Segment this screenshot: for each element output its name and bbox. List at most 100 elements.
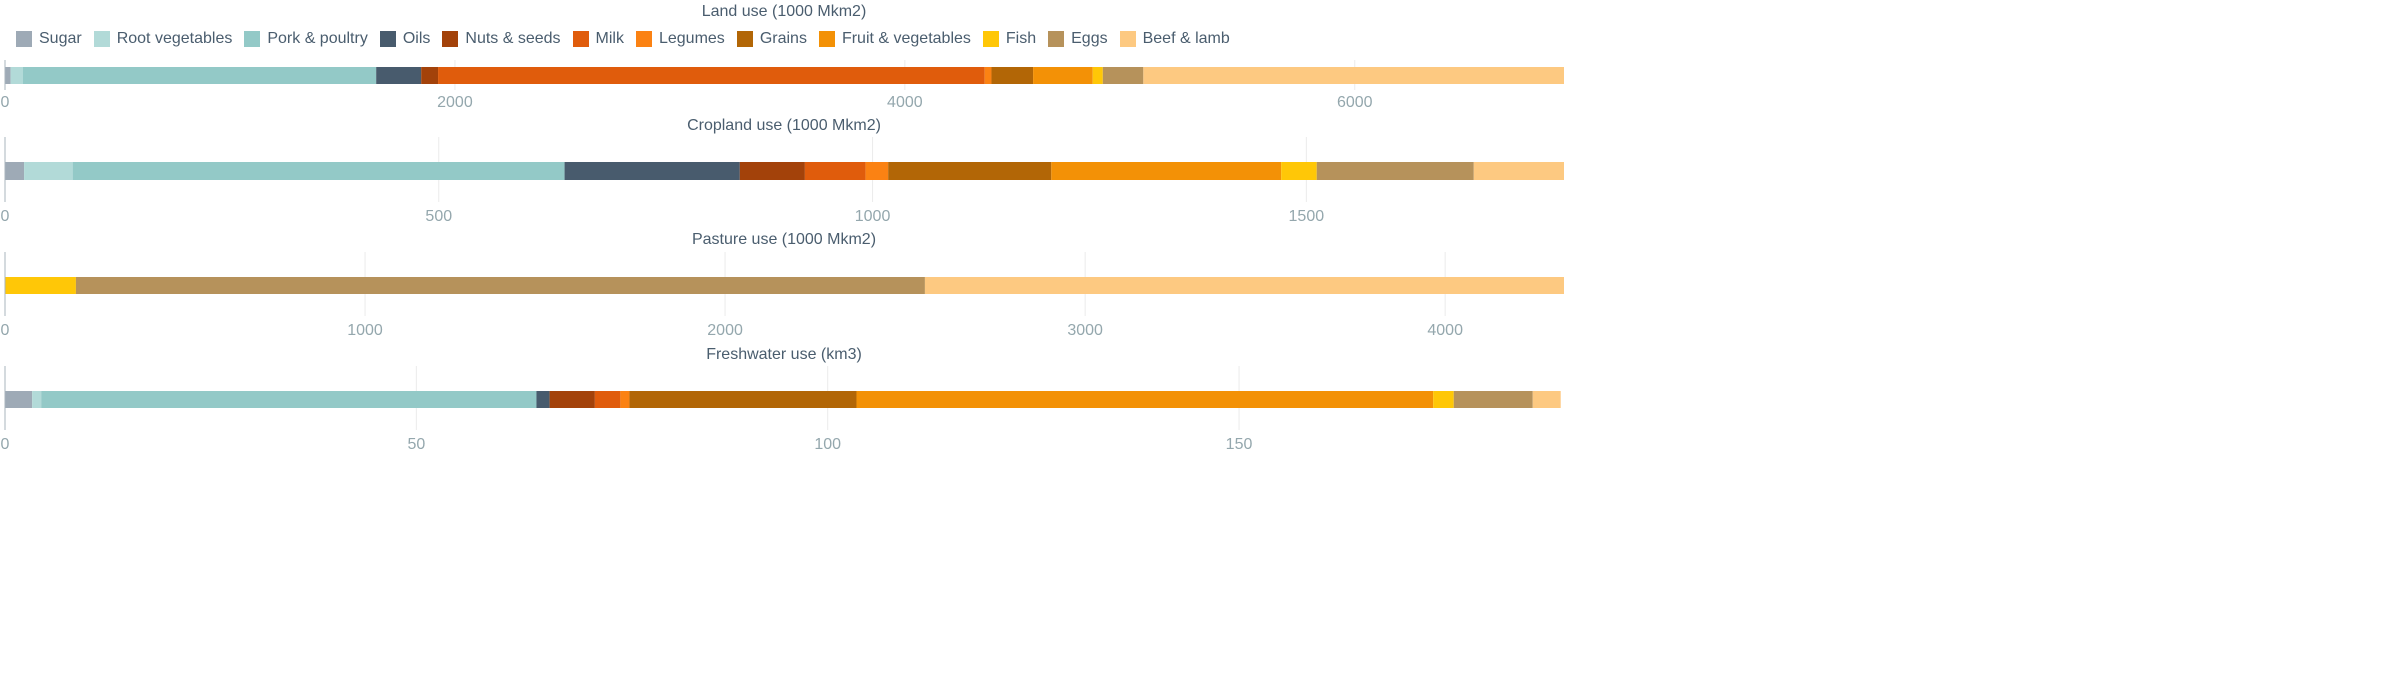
bar-segment-sugar[interactable]: Sugar: 22 <box>5 162 25 180</box>
bar-segment-fruit-and-vegetables[interactable]: Fruit & vegetables: 70.1 <box>856 391 1434 408</box>
bar-segment-oils[interactable]: Oils: 1.6 <box>536 391 550 408</box>
chart-freshwater-use-km3: Sugar: 3.3Root vegetables: 1.1Pork & pou… <box>1 346 1561 453</box>
bar-segment-sugar[interactable]: Sugar: 3.3 <box>5 391 33 408</box>
legend-item-milk[interactable]: Milk <box>572 30 624 48</box>
legend-label: Legumes <box>658 30 725 47</box>
bar-segment-beef-and-lamb[interactable]: Beef & lamb: 1775 <box>924 277 1564 294</box>
legend-item-fruit-and-vegetables[interactable]: Fruit & vegetables <box>818 30 971 48</box>
bar-segment-fish[interactable]: Fish: 41 <box>1281 162 1317 180</box>
bar-segment-root-vegetables[interactable]: Root vegetables: 55 <box>10 67 23 84</box>
bar-segment-nuts-and-seeds[interactable]: Nuts & seeds: 5.5 <box>549 391 595 408</box>
bar-segment-fish[interactable]: Fish: 45 <box>1092 67 1103 84</box>
legend-swatch <box>16 31 32 47</box>
legend-item-legumes[interactable]: Legumes <box>635 30 725 48</box>
legend-label: Milk <box>595 30 624 47</box>
tick-label: 2000 <box>437 94 473 111</box>
legend-label: Root vegetables <box>116 30 233 47</box>
legend-swatch <box>572 31 589 47</box>
legend-swatch <box>1119 31 1136 47</box>
bar-segment-root-vegetables[interactable]: Root vegetables: 1.1 <box>32 391 42 408</box>
legend-item-fish[interactable]: Fish <box>982 30 1037 48</box>
tick-label: 0 <box>1 208 10 225</box>
bar-segment-root-vegetables[interactable]: Root vegetables: 56 <box>24 162 73 180</box>
bar-segment-eggs[interactable]: Eggs: 181 <box>1316 162 1474 180</box>
legend-label: Nuts & seeds <box>465 30 561 47</box>
tick-label: 3000 <box>1067 322 1103 339</box>
chart-title: Pasture use (1000 Mkm2) <box>692 231 876 248</box>
chart-root: Sugar Root vegetables Pork & poultry Oils Nu… <box>0 0 1568 465</box>
tick-label: 1500 <box>1289 208 1325 225</box>
tick-label: 100 <box>814 436 841 453</box>
legend-swatch <box>244 31 261 47</box>
bar-segment-legumes[interactable]: Legumes: 1.1 <box>620 391 630 408</box>
tick-label: 4000 <box>1427 322 1463 339</box>
chart-land-use-1000-mkm2: Sugar: 25Root vegetables: 55Pork & poult… <box>1 3 1564 111</box>
legend-item-pork-and-poultry[interactable]: Pork & poultry <box>244 30 368 48</box>
legend-swatch <box>379 31 396 47</box>
bar-segment-grains[interactable]: Grains: 185 <box>991 67 1034 84</box>
legend-label: Sugar <box>39 30 82 47</box>
legend-item-grains[interactable]: Grains <box>736 30 807 48</box>
tick-label: 1000 <box>347 322 383 339</box>
legend-item-root-vegetables[interactable]: Root vegetables <box>93 30 233 48</box>
bar-segment-milk[interactable]: Milk: 2430 <box>438 67 985 84</box>
bar-segment-eggs[interactable]: Eggs: 180 <box>1102 67 1144 84</box>
legend-label: Eggs <box>1071 30 1108 47</box>
bar-segment-fruit-and-vegetables[interactable]: Fruit & vegetables: 265 <box>1033 67 1093 84</box>
tick-label: 0 <box>1 94 10 111</box>
legend-swatch <box>635 31 652 47</box>
legend-swatch <box>1048 31 1065 47</box>
legend-swatch <box>442 31 459 47</box>
chart-pasture-use-1000-mkm2: Fish: 197Eggs: 2358Beef & lamb: 1775 0 100… <box>1 231 1564 339</box>
bar-segment-pork-and-poultry[interactable]: Pork & poultry: 1570 <box>22 67 377 84</box>
legend-label: Grains <box>759 30 807 47</box>
legend-label: Pork & poultry <box>267 30 368 47</box>
bar-segment-fruit-and-vegetables[interactable]: Fruit & vegetables: 265 <box>1051 162 1282 180</box>
chart-cropland-use-1000-mkm2: Sugar: 22Root vegetables: 56Pork & poult… <box>1 117 1564 225</box>
tick-label: 50 <box>407 436 425 453</box>
tick-label: 0 <box>1 436 10 453</box>
tick-label: 0 <box>1 322 10 339</box>
bar-segment-milk[interactable]: Milk: 70 <box>804 162 866 180</box>
bar-segment-grains[interactable]: Grains: 188 <box>888 162 1052 180</box>
chart-title: Cropland use (1000 Mkm2) <box>687 117 881 134</box>
bar-segment-oils[interactable]: Oils: 202 <box>564 162 740 180</box>
bar-segment-legumes[interactable]: Legumes: 30 <box>984 67 992 84</box>
legend-swatch <box>93 31 110 47</box>
bar-segment-grains[interactable]: Grains: 27.6 <box>629 391 857 408</box>
bar-segment-legumes[interactable]: Legumes: 26 <box>865 162 889 180</box>
bar-segment-beef-and-lamb[interactable]: Beef & lamb: 1870 <box>1143 67 1564 84</box>
legend-swatch <box>818 31 835 47</box>
chart-title: Land use (1000 Mkm2) <box>702 3 867 20</box>
legend-label: Oils <box>402 30 431 47</box>
tick-label: 6000 <box>1337 94 1373 111</box>
bar-segment-eggs[interactable]: Eggs: 2358 <box>75 277 925 294</box>
bar-segment-beef-and-lamb[interactable]: Beef & lamb: 3.4 <box>1532 391 1561 408</box>
tick-label: 4000 <box>887 94 923 111</box>
tick-label: 150 <box>1226 436 1253 453</box>
legend-item-nuts-and-seeds[interactable]: Nuts & seeds <box>442 30 561 48</box>
tick-label: 2000 <box>707 322 743 339</box>
chart-title: Freshwater use (km3) <box>706 346 862 363</box>
bar-segment-pork-and-poultry[interactable]: Pork & poultry: 60.2 <box>41 391 537 408</box>
bar-segment-eggs[interactable]: Eggs: 9.6 <box>1453 391 1533 408</box>
bar-segment-fish[interactable]: Fish: 2.5 <box>1433 391 1454 408</box>
bar-segment-pork-and-poultry[interactable]: Pork & poultry: 567 <box>72 162 565 180</box>
legend: Sugar Root vegetables Pork & poultry Oils Nu… <box>16 29 1242 49</box>
bar-segment-nuts-and-seeds[interactable]: Nuts & seeds: 75 <box>739 162 805 180</box>
legend-item-eggs[interactable]: Eggs <box>1048 30 1108 48</box>
tick-label: 1000 <box>855 208 891 225</box>
legend-label: Fruit & vegetables <box>841 30 971 47</box>
legend-item-beef-and-lamb[interactable]: Beef & lamb <box>1119 30 1230 48</box>
legend-label: Fish <box>1005 30 1037 47</box>
legend-item-oils[interactable]: Oils <box>379 30 431 48</box>
bar-segment-beef-and-lamb[interactable]: Beef & lamb: 104 <box>1473 162 1564 180</box>
legend-item-sugar[interactable]: Sugar <box>16 30 82 48</box>
bar-segment-oils[interactable]: Oils: 200 <box>376 67 422 84</box>
bar-segment-nuts-and-seeds[interactable]: Nuts & seeds: 75 <box>421 67 439 84</box>
tick-label: 500 <box>425 208 452 225</box>
bar-segment-milk[interactable]: Milk: 3.1 <box>594 391 621 408</box>
legend-swatch <box>736 31 753 47</box>
bar-segment-fish[interactable]: Fish: 197 <box>5 277 76 294</box>
bar-segment-sugar[interactable]: Sugar: 25 <box>5 67 11 84</box>
